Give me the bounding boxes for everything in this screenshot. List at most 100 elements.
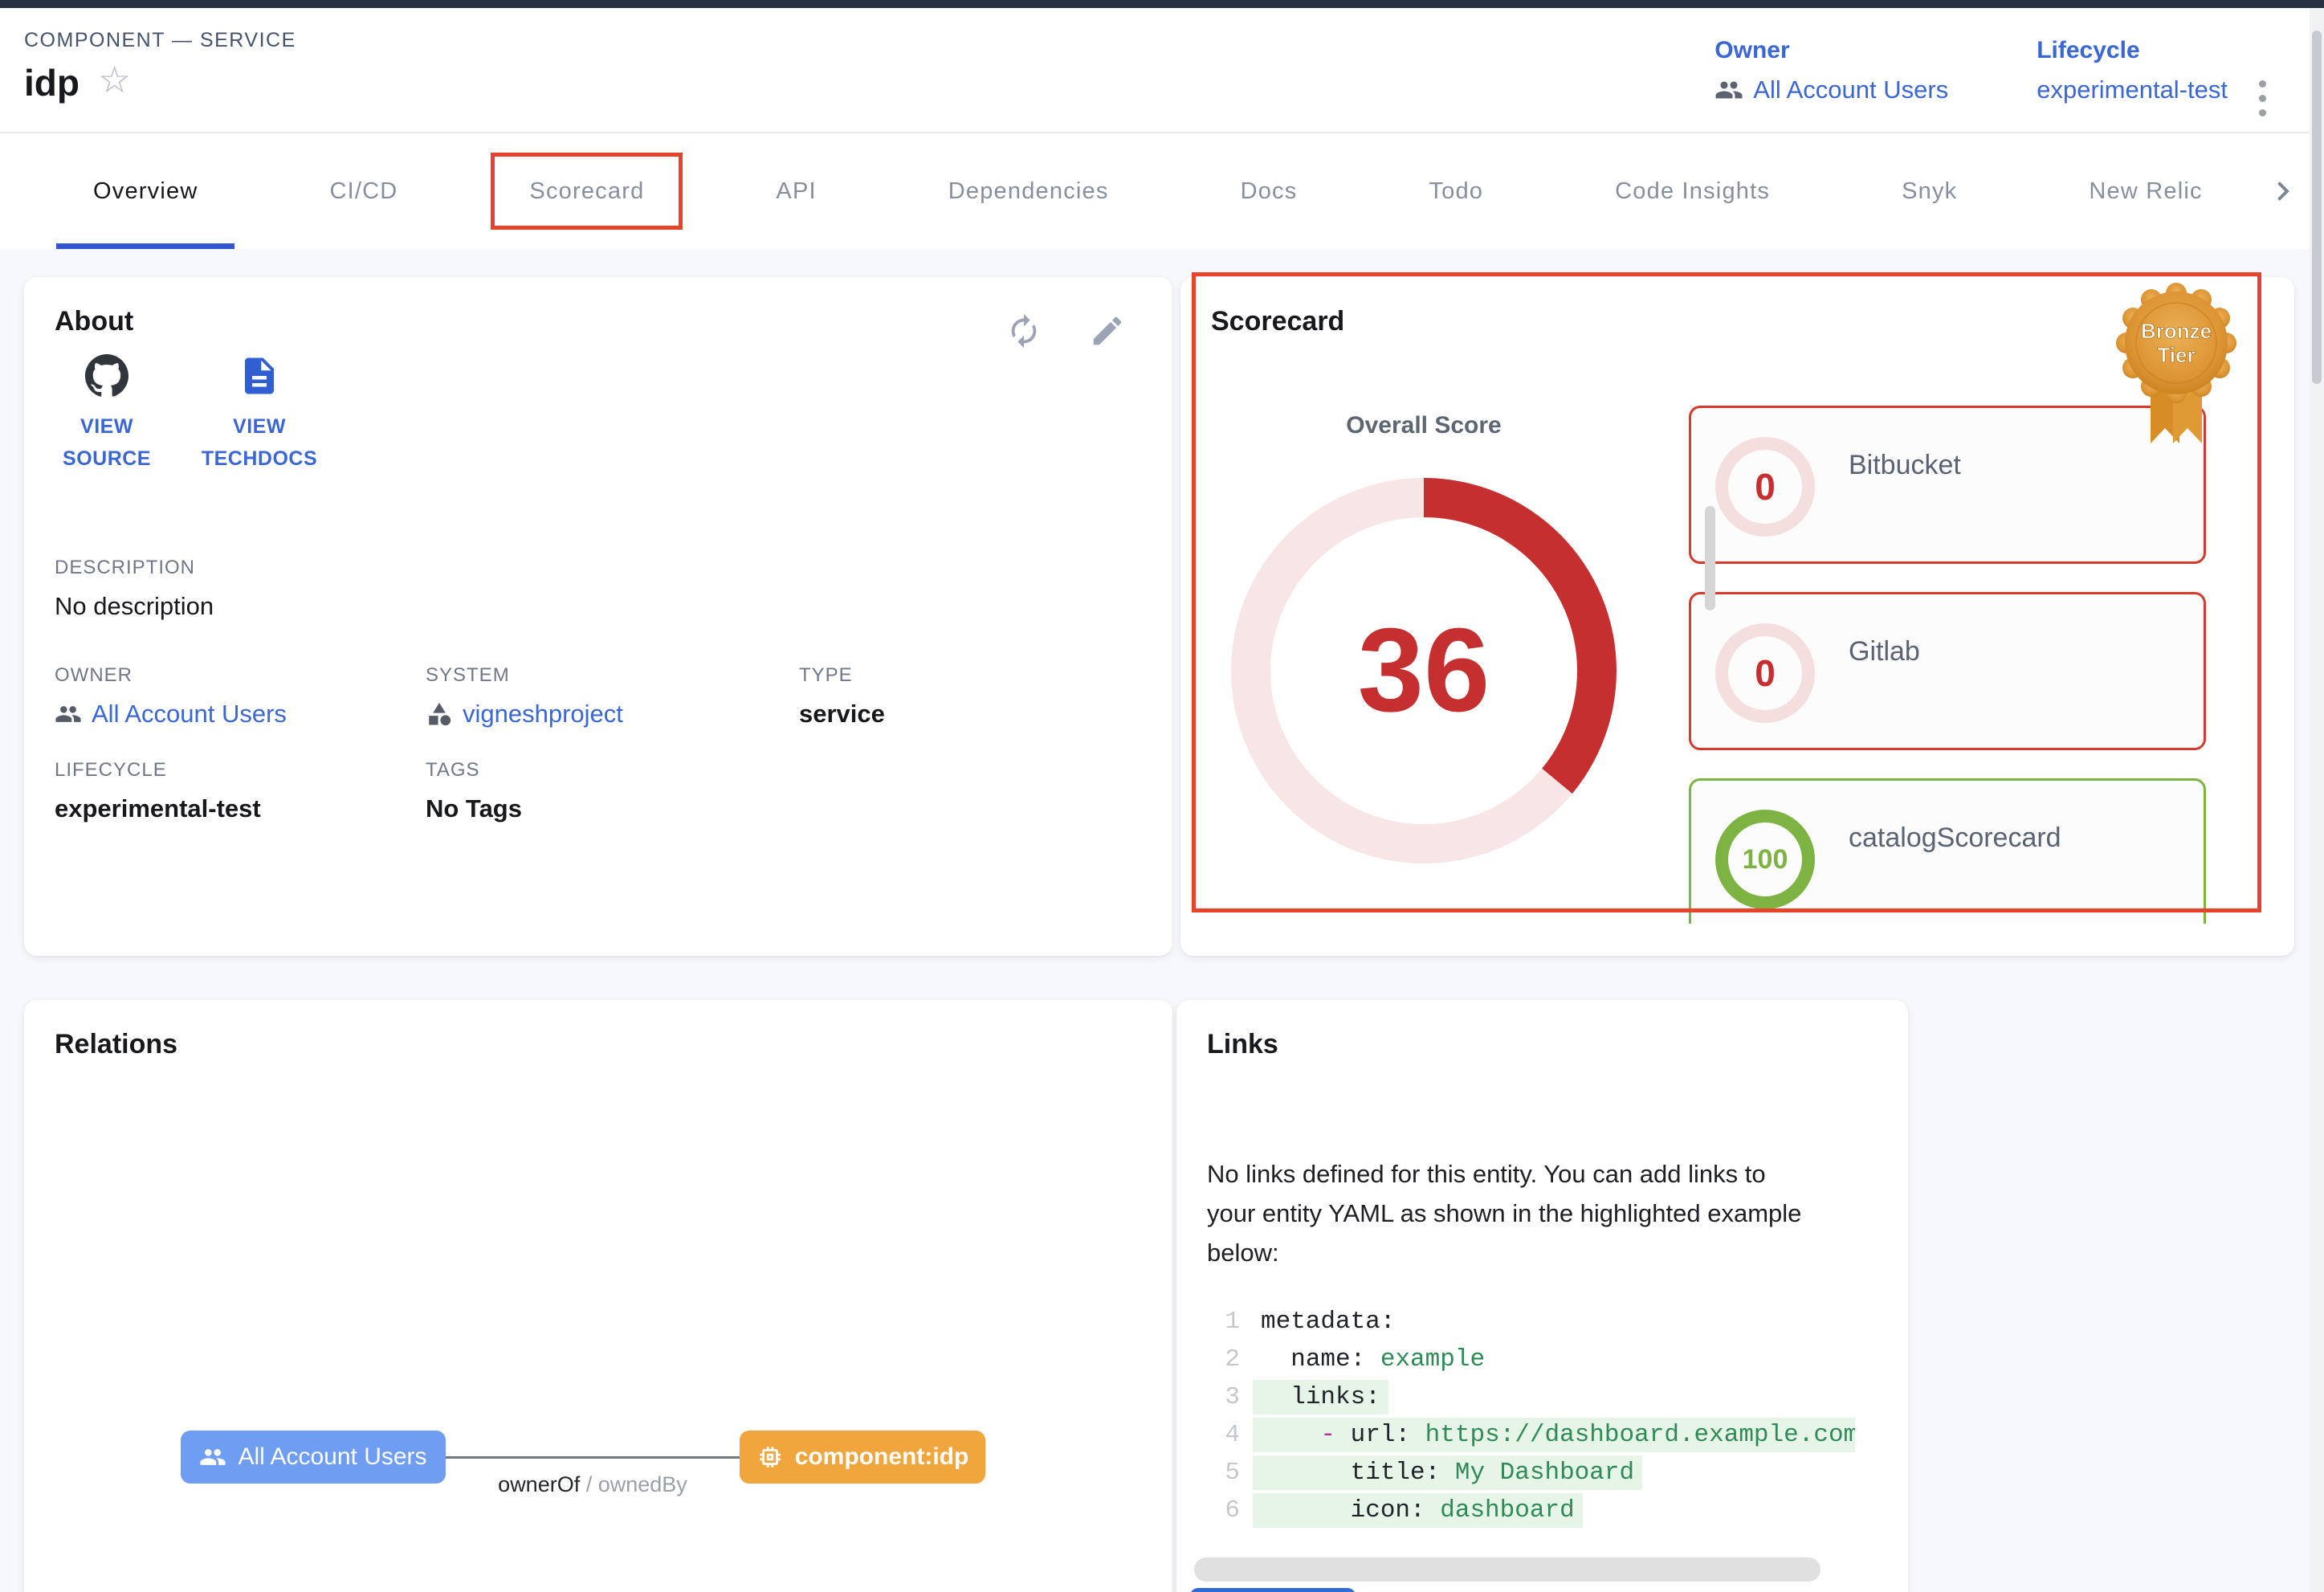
edge-label-ownerof: ownerOf — [498, 1472, 580, 1496]
line-number: 5 — [1200, 1459, 1240, 1487]
owner-value: All Account Users — [1753, 76, 1948, 104]
scorecard-list-scrollbar[interactable] — [1705, 506, 1715, 610]
scorecard-title: Scorecard — [1211, 306, 1344, 337]
code-line-2: 2 name: example — [1200, 1341, 1855, 1378]
about-actions — [1005, 312, 1126, 349]
code-line-3-highlighted: 3 links: — [1200, 1378, 1855, 1416]
tags-field: TAGS No Tags — [426, 759, 522, 823]
description-value: No description — [55, 592, 214, 621]
relation-node-user-label: All Account Users — [238, 1443, 426, 1471]
owner-link[interactable]: All Account Users — [1714, 76, 1948, 104]
refresh-button[interactable] — [1005, 312, 1042, 349]
tab-api[interactable]: API — [748, 133, 843, 249]
relation-node-component-idp[interactable]: component:idp — [740, 1431, 985, 1484]
chevron-right-icon — [2268, 177, 2297, 206]
links-message-line: below: — [1207, 1233, 1801, 1272]
edge-label-separator: / — [580, 1472, 598, 1496]
header-meta: Owner All Account Users Lifecycle experi… — [1714, 37, 2228, 104]
relations-card: Relations All Account Users component:id… — [24, 1000, 1172, 1592]
tab-docs[interactable]: Docs — [1213, 133, 1325, 249]
tab-scorecard[interactable]: Scorecard — [502, 133, 671, 249]
code-horizontal-scrollbar[interactable] — [1194, 1557, 1820, 1582]
links-title: Links — [1207, 1029, 1278, 1060]
lifecycle-value: experimental-test — [2037, 76, 2228, 104]
more-options-button[interactable] — [2254, 76, 2271, 121]
badge-text-line2: Tier — [2157, 343, 2195, 367]
system-field-label: SYSTEM — [426, 664, 623, 687]
lifecycle-field: LIFECYCLE experimental-test — [55, 759, 261, 823]
yaml-example-code-block: 1 metadata: 2 name: example 3 links: 4 -… — [1200, 1303, 1855, 1529]
tab-new-relic[interactable]: New Relic — [2061, 133, 2229, 249]
line-number: 2 — [1200, 1345, 1240, 1374]
description-field: DESCRIPTION No description — [55, 557, 214, 621]
type-field-label: TYPE — [799, 664, 885, 687]
overall-score-value: 36 — [1231, 478, 1617, 863]
tab-scorecard-label: Scorecard — [529, 178, 644, 205]
line-number: 3 — [1200, 1383, 1240, 1411]
chip-icon — [756, 1443, 784, 1471]
description-label: DESCRIPTION — [55, 557, 214, 579]
line-number: 6 — [1200, 1496, 1240, 1525]
system-field-link[interactable]: vigneshproject — [426, 700, 623, 729]
line-number: 4 — [1200, 1421, 1240, 1449]
system-field: SYSTEM vigneshproject — [426, 664, 623, 729]
tabs-scroll-right-button[interactable] — [2268, 177, 2297, 206]
type-field: TYPE service — [799, 664, 885, 729]
header-lifecycle: Lifecycle experimental-test — [2037, 37, 2228, 104]
favorite-star-icon[interactable]: ☆ — [98, 61, 131, 98]
edit-button[interactable] — [1089, 312, 1126, 349]
code-line-5-highlighted: 5 title: My Dashboard — [1200, 1454, 1855, 1492]
owner-field-value: All Account Users — [92, 700, 287, 729]
gitlab-score-donut: 0 — [1715, 623, 1815, 723]
links-message-line: your entity YAML as shown in the highlig… — [1207, 1194, 1801, 1233]
view-techdocs-label: VIEW TECHDOCS — [201, 410, 318, 475]
techdocs-document-icon — [238, 354, 281, 398]
bronze-tier-badge: Bronze Tier — [2112, 279, 2240, 451]
links-message-line: No links defined for this entity. You ca… — [1207, 1154, 1801, 1194]
tab-snyk[interactable]: Snyk — [1874, 133, 1984, 249]
lifecycle-field-value: experimental-test — [55, 794, 261, 823]
catalogscorecard-score-donut: 100 — [1715, 810, 1815, 909]
tab-todo[interactable]: Todo — [1401, 133, 1511, 249]
relation-edge-label: ownerOf / ownedBy — [432, 1472, 753, 1497]
bitbucket-label: Bitbucket — [1849, 450, 1961, 481]
people-icon — [55, 700, 82, 728]
main-content: About VIEW SOURCE — [0, 249, 2324, 1592]
view-techdocs-link[interactable]: VIEW TECHDOCS — [201, 354, 318, 475]
overall-score-label: Overall Score — [1263, 412, 1584, 439]
tab-cicd[interactable]: CI/CD — [302, 133, 425, 249]
bitbucket-score-donut: 0 — [1715, 437, 1815, 537]
component-page: COMPONENT — SERVICE idp ☆ Owner All Acco… — [0, 0, 2324, 1592]
edge-label-ownedby: ownedBy — [598, 1472, 687, 1496]
about-card: About VIEW SOURCE — [24, 277, 1172, 956]
category-icon — [426, 700, 453, 728]
links-empty-message: No links defined for this entity. You ca… — [1207, 1154, 1801, 1272]
about-quick-links: VIEW SOURCE VIEW TECHDOCS — [48, 354, 318, 475]
entity-header: COMPONENT — SERVICE idp ☆ Owner All Acco… — [0, 8, 2324, 133]
owner-field-link[interactable]: All Account Users — [55, 700, 287, 729]
view-source-label: VIEW SOURCE — [48, 410, 165, 475]
tab-code-insights[interactable]: Code Insights — [1588, 133, 1797, 249]
page-scrollbar-thumb[interactable] — [2312, 31, 2322, 384]
kebab-dot — [2259, 95, 2266, 102]
scorecard-list: 0 Bitbucket 0 Gitlab 100 catalogScorecar… — [1689, 406, 2243, 924]
tab-dependencies[interactable]: Dependencies — [921, 133, 1136, 249]
tab-overview[interactable]: Overview — [66, 133, 225, 249]
refresh-icon — [1005, 312, 1042, 349]
people-icon — [1714, 76, 1743, 104]
tags-field-label: TAGS — [426, 759, 522, 782]
github-icon — [85, 354, 128, 398]
links-action-button-clipped[interactable] — [1190, 1588, 1356, 1592]
relations-title: Relations — [55, 1029, 177, 1060]
code-line-6-highlighted: 6 icon: dashboard — [1200, 1492, 1855, 1529]
scorecard-item-gitlab[interactable]: 0 Gitlab — [1689, 592, 2206, 750]
page-title: idp — [24, 61, 80, 104]
view-source-link[interactable]: VIEW SOURCE — [48, 354, 165, 475]
lifecycle-label: Lifecycle — [2037, 37, 2228, 64]
scorecard-item-catalogscorecard[interactable]: 100 catalogScorecard — [1689, 778, 2206, 924]
relation-node-component-label: component:idp — [795, 1443, 969, 1471]
relation-node-all-account-users[interactable]: All Account Users — [181, 1431, 446, 1484]
type-field-value: service — [799, 700, 885, 729]
owner-label: Owner — [1714, 37, 1948, 64]
about-title: About — [55, 306, 133, 337]
